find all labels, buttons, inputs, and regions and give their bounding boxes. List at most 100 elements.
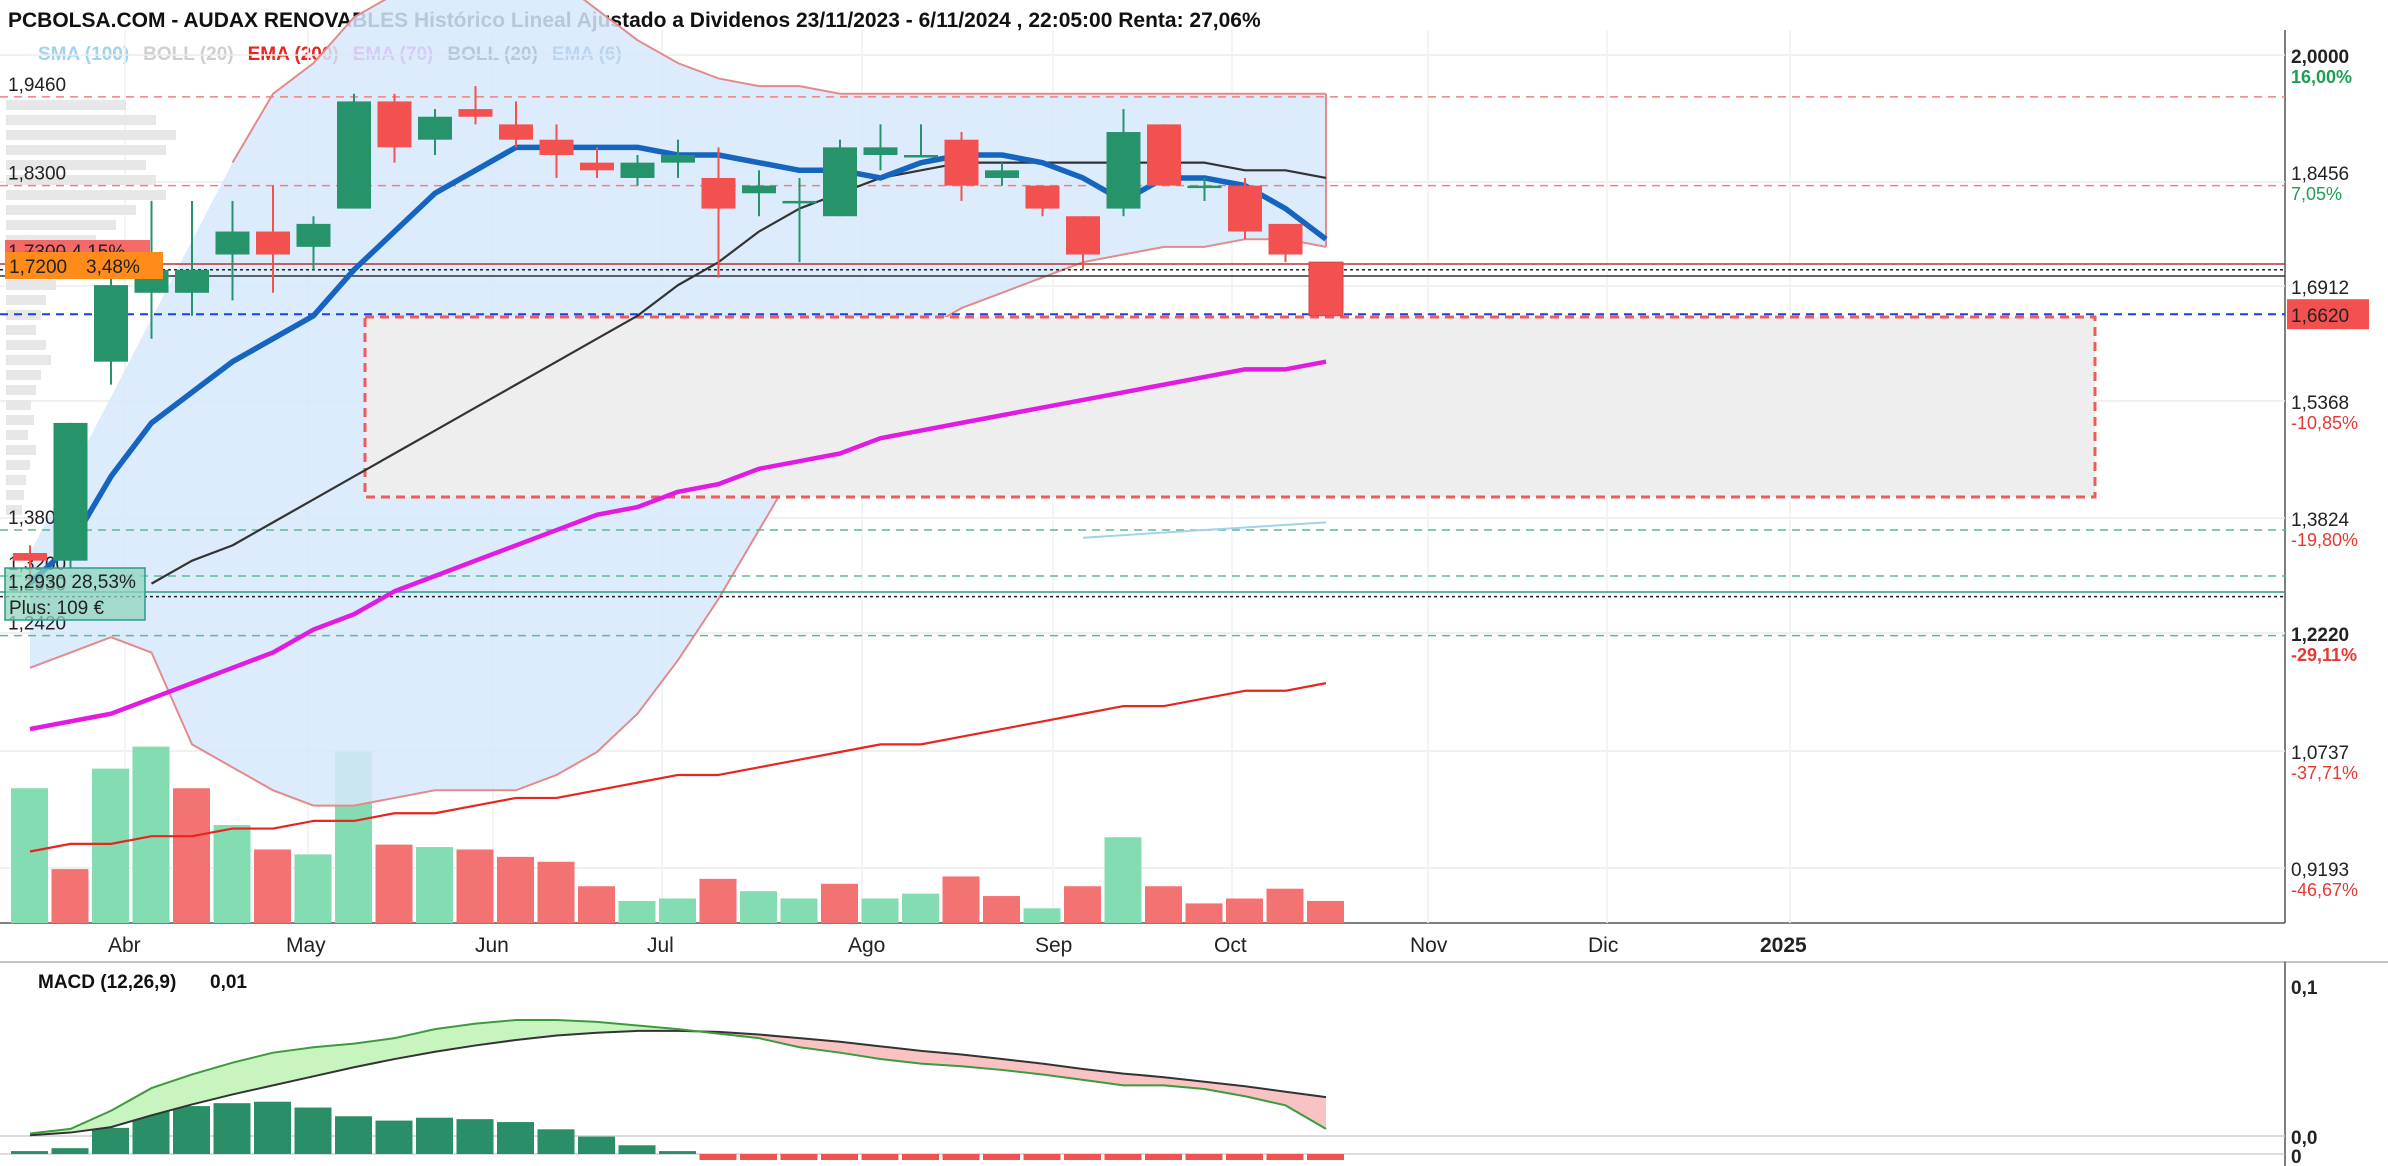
candle-body — [944, 139, 979, 186]
macd-hist-bar — [861, 1154, 899, 1160]
volume-bar — [983, 896, 1020, 923]
macd-fill — [232, 1052, 273, 1095]
candle-body — [823, 147, 857, 217]
macd-hist-bar — [375, 1120, 413, 1154]
volume-bar — [861, 898, 899, 923]
y-tick-value: 1,6912 — [2291, 278, 2349, 299]
macd-tick: 0,0 — [2291, 1128, 2317, 1149]
volume-profile — [6, 100, 176, 515]
macd-hist-bar — [578, 1136, 615, 1154]
candle-body — [742, 185, 776, 194]
x-tick-label: Oct — [1214, 934, 1247, 957]
macd-fill — [921, 1050, 962, 1067]
x-tick-label: May — [286, 934, 326, 957]
macd-hist-bar — [821, 1154, 858, 1160]
candle-body — [499, 124, 533, 140]
macd-hist-bar — [537, 1129, 575, 1154]
y-tick-value: 2,0000 — [2291, 47, 2349, 68]
boll-lower — [29, 238, 1327, 807]
macd-fill — [354, 1038, 395, 1068]
candle-body — [701, 177, 736, 209]
macd-hist-bar — [942, 1154, 980, 1160]
macd-hist-bar — [1185, 1154, 1223, 1160]
y-tick-pct: -29,11% — [2291, 645, 2357, 665]
profile-bar — [6, 145, 166, 155]
candle-body — [53, 422, 88, 561]
chart-title: PCBOLSA.COM - AUDAX RENOVABLES Histórico… — [8, 9, 1261, 32]
profile-bar — [6, 340, 46, 350]
macd-hist-bar — [983, 1154, 1020, 1160]
x-tick-label: Jul — [647, 934, 674, 957]
profile-bar — [6, 355, 51, 365]
profile-bar — [6, 220, 116, 230]
profile-bar — [6, 205, 136, 215]
target-zone — [363, 315, 2097, 499]
volume-bar — [1064, 886, 1101, 923]
macd-hist-bar — [780, 1154, 818, 1160]
level-label: 1,3800 — [8, 508, 66, 529]
candle-body — [1147, 124, 1181, 186]
macd-hist-bar — [740, 1154, 777, 1160]
macd-line — [29, 1019, 1327, 1135]
profile-bar — [6, 415, 34, 425]
candle-body — [458, 109, 493, 117]
candle-body — [580, 162, 614, 171]
volume-bar — [11, 788, 48, 923]
candle-body — [13, 553, 47, 561]
badge-orange-pct: 3,48% — [86, 257, 140, 278]
candle-body — [377, 101, 412, 148]
x-tick-label: Dic — [1588, 934, 1618, 957]
volume-bar — [456, 849, 494, 923]
macd-hist-bar — [294, 1107, 332, 1154]
x-tick-label: 2025 — [1760, 934, 1807, 957]
macd-value: 0,01 — [210, 972, 247, 993]
candle-body — [1187, 185, 1222, 189]
y-tick-pct: 7,05% — [2291, 184, 2342, 204]
macd-hist-bar — [173, 1106, 210, 1154]
volume-bar — [740, 891, 777, 923]
macd-hist-bar — [1307, 1154, 1344, 1160]
y-tick-value: 1,5368 — [2291, 393, 2349, 414]
macd-lines: 0,1 0,00 — [0, 978, 2318, 1166]
profile-bar — [6, 460, 30, 470]
volume-bar — [497, 856, 534, 923]
macd-signal-line — [29, 1029, 1327, 1137]
macd-hist-bar — [1266, 1154, 1304, 1160]
ema200-line — [29, 682, 1327, 853]
macd-fill — [435, 1023, 476, 1052]
macd-hist-bar — [1064, 1154, 1101, 1160]
current-price-text: 1,6620 — [2291, 306, 2349, 327]
volume-bar — [294, 854, 332, 923]
profile-bar — [6, 310, 41, 320]
candle-body — [175, 269, 209, 293]
macd-fill — [556, 1020, 597, 1036]
macd-fill — [151, 1074, 192, 1116]
volume-bar — [51, 869, 89, 923]
macd-tick: 0 — [2291, 1147, 2302, 1166]
x-tick-label: Abr — [108, 934, 141, 957]
macd-fill — [475, 1020, 516, 1046]
volume-bar — [578, 886, 615, 923]
y-tick-value: 1,0737 — [2291, 743, 2349, 764]
volume-bar — [902, 893, 939, 923]
candle-body — [1308, 261, 1344, 317]
macd-hist-bar — [1023, 1154, 1061, 1160]
y-tick-pct: -46,67% — [2291, 880, 2358, 900]
volume-bar — [1023, 908, 1061, 923]
volume-bar — [618, 900, 656, 923]
x-tick-label: Nov — [1410, 934, 1448, 957]
profile-bar — [6, 130, 176, 140]
badge-orange — [5, 252, 163, 279]
profile-bar — [6, 160, 146, 170]
macd-hist-bar — [1226, 1154, 1263, 1160]
volume-bar — [1104, 837, 1142, 923]
profile-bar — [6, 280, 56, 290]
volume-bar — [699, 878, 737, 923]
profile-bar — [6, 100, 126, 110]
volume-bar — [659, 898, 696, 923]
candle-body — [1228, 185, 1262, 232]
profile-bar — [6, 490, 24, 500]
candle-body — [1025, 185, 1060, 209]
macd-panel: MACD (12,26,9) 0,01 — [0, 961, 2388, 1166]
